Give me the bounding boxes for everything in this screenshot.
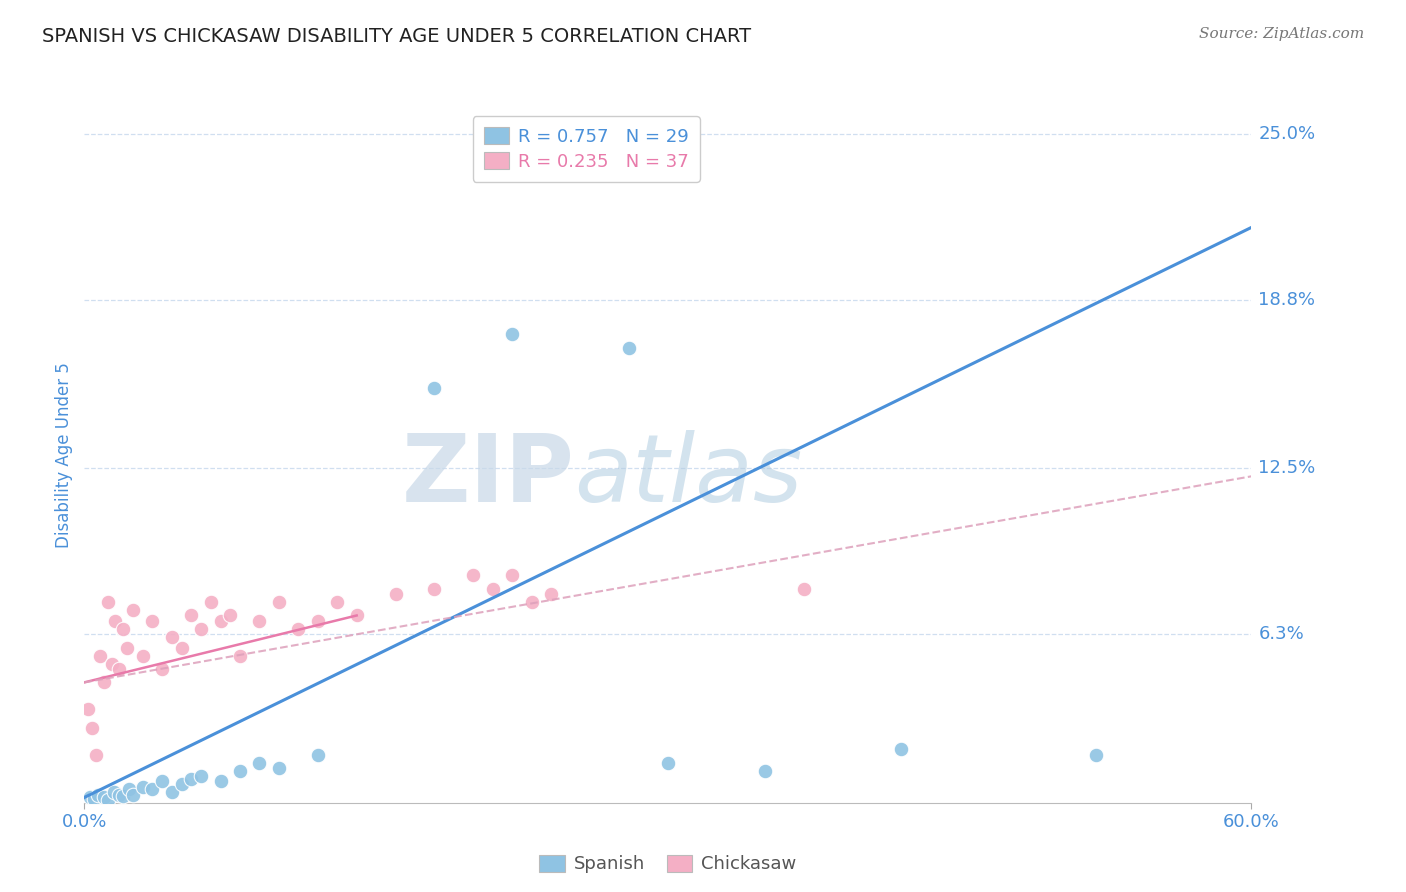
Point: [104, 614, 127, 628]
Point: [79, 790, 101, 805]
Point: [423, 582, 446, 596]
Point: [200, 595, 222, 609]
Point: [267, 761, 290, 775]
Point: [384, 587, 406, 601]
Point: [326, 595, 349, 609]
Point: [150, 774, 173, 789]
Point: [108, 662, 131, 676]
Point: [287, 622, 309, 636]
Point: [141, 782, 163, 797]
Point: [180, 608, 202, 623]
Point: [481, 582, 505, 596]
Point: [93, 675, 115, 690]
Point: [247, 614, 270, 628]
Point: [97, 793, 120, 807]
Point: [112, 789, 135, 803]
Point: [540, 587, 562, 601]
Point: [118, 782, 141, 797]
Point: [307, 614, 329, 628]
Text: 6.3%: 6.3%: [1258, 625, 1305, 643]
Point: [132, 648, 155, 663]
Point: [247, 756, 270, 770]
Point: [267, 595, 290, 609]
Point: [160, 785, 183, 799]
Point: [520, 595, 543, 609]
Point: [463, 568, 485, 582]
Point: [890, 742, 912, 756]
Text: 12.5%: 12.5%: [1258, 459, 1316, 477]
Point: [160, 630, 183, 644]
Point: [122, 603, 145, 617]
Point: [112, 622, 135, 636]
Point: [108, 788, 131, 802]
Point: [100, 657, 122, 671]
Text: ZIP: ZIP: [402, 430, 575, 522]
Point: [617, 341, 640, 355]
Point: [793, 582, 815, 596]
Point: [89, 648, 111, 663]
Point: [77, 702, 100, 716]
Point: [501, 327, 523, 342]
Point: [501, 568, 523, 582]
Point: [115, 640, 138, 655]
Text: atlas: atlas: [575, 430, 803, 521]
Point: [190, 769, 212, 783]
Point: [1084, 747, 1107, 762]
Point: [132, 780, 155, 794]
Point: [82, 721, 104, 735]
Text: SPANISH VS CHICKASAW DISABILITY AGE UNDER 5 CORRELATION CHART: SPANISH VS CHICKASAW DISABILITY AGE UNDE…: [42, 27, 751, 45]
Point: [190, 622, 212, 636]
Point: [307, 747, 329, 762]
Point: [229, 764, 252, 778]
Point: [103, 785, 125, 799]
Point: [180, 772, 202, 786]
Point: [83, 792, 105, 806]
Point: [346, 608, 368, 623]
Point: [219, 608, 242, 623]
Text: 25.0%: 25.0%: [1258, 125, 1316, 143]
Point: [93, 790, 115, 805]
Point: [97, 595, 120, 609]
Point: [423, 381, 446, 395]
Point: [141, 614, 163, 628]
Point: [209, 614, 232, 628]
Point: [754, 764, 776, 778]
Text: 18.8%: 18.8%: [1258, 291, 1316, 309]
Point: [229, 648, 252, 663]
Point: [657, 756, 679, 770]
Point: [209, 774, 232, 789]
Legend: Spanish, Chickasaw: Spanish, Chickasaw: [529, 844, 807, 884]
Point: [170, 777, 193, 791]
Point: [122, 788, 145, 802]
Point: [170, 640, 193, 655]
Point: [84, 747, 107, 762]
Y-axis label: Disability Age Under 5: Disability Age Under 5: [55, 362, 73, 548]
Point: [87, 788, 110, 802]
Text: Source: ZipAtlas.com: Source: ZipAtlas.com: [1198, 27, 1364, 41]
Point: [150, 662, 173, 676]
